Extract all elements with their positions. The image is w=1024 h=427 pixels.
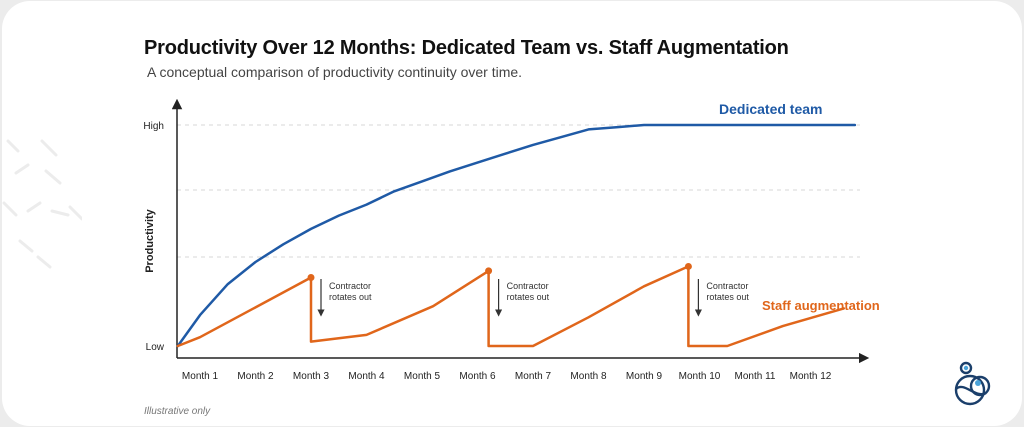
series-label-dedicated-team: Dedicated team [719,101,822,117]
series-marker-staff-augmentation-1 [307,273,315,281]
annotation-text-2: Contractor rotates out [507,281,550,302]
x-tick-label-11: Month 11 [735,371,776,382]
annotation-text-1: Contractor rotates out [329,281,372,302]
x-tick-label-8: Month 8 [570,371,607,382]
x-tick-label-12: Month 12 [790,371,832,382]
brand-logo-icon [954,361,991,406]
series-marker-staff-augmentation-3 [684,262,692,270]
x-tick-label-7: Month 7 [515,371,552,382]
chart-title: Productivity Over 12 Months: Dedicated T… [144,37,789,59]
y-tick-label-low: Low [146,342,165,353]
x-tick-label-6: Month 6 [459,371,496,382]
x-tick-label-3: Month 3 [293,371,330,382]
y-axis-label: Productivity [144,208,156,272]
x-tick-label-5: Month 5 [404,371,441,382]
x-tick-label-9: Month 9 [626,371,663,382]
x-tick-label-10: Month 10 [679,371,721,382]
footnote: Illustrative only [144,406,211,417]
series-marker-staff-augmentation-2 [485,267,493,275]
chart-subtitle: A conceptual comparison of productivity … [147,64,523,80]
series-line-staff-augmentation [176,265,846,348]
x-tick-label-4: Month 4 [348,371,385,382]
x-tick-label-1: Month 1 [182,371,219,382]
series-line-dedicated-team [176,123,857,348]
annotation-text-3: Contractor rotates out [706,281,749,302]
series-label-staff-augmentation: Staff augmentation [762,298,880,313]
y-tick-label-high: High [143,121,164,132]
decorative-dashes [2,139,82,269]
x-tick-label-2: Month 2 [237,371,274,382]
